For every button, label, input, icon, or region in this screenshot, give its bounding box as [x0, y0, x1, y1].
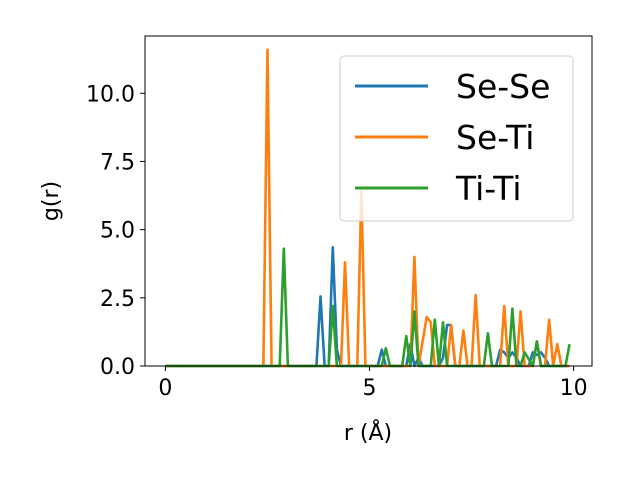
series-line-ti-ti [165, 247, 571, 368]
legend-label-ti-ti: Ti-Ti [455, 169, 522, 208]
y-tick-label: 5.0 [100, 219, 135, 244]
legend-frame [339, 55, 574, 222]
y-tick-label: 2.5 [100, 287, 135, 312]
x-axis-label: r (Å) [344, 419, 392, 446]
y-tick-label: 10.0 [86, 82, 135, 107]
legend-label-se-se: Se-Se [456, 67, 550, 106]
ticks-layer: 0 5 10 0.0 2.5 5.0 7.5 10.0 [86, 82, 588, 401]
y-tick-label: 0.0 [100, 355, 135, 380]
x-tick-label: 10 [560, 376, 588, 401]
y-tick-label: 7.5 [100, 150, 135, 175]
y-axis-label: g(r) [39, 181, 64, 221]
x-tick-label: 5 [363, 376, 377, 401]
plot-area-frame [144, 35, 593, 367]
legend-label-se-ti: Se-Ti [456, 118, 534, 157]
x-tick-label: 0 [158, 376, 172, 401]
legend: Se-Se Se-Ti Ti-Ti [339, 55, 574, 222]
